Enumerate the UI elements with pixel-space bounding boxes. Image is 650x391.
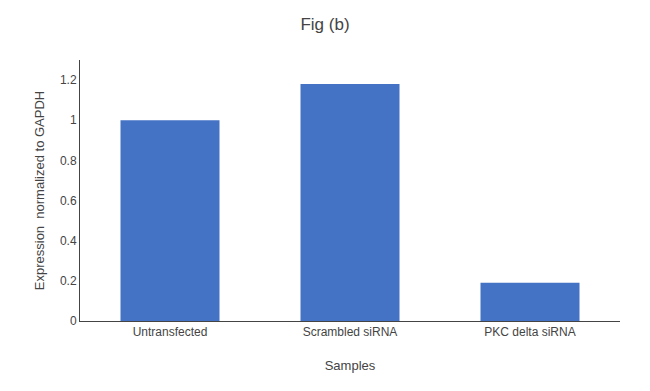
svg-text:PKC delta siRNA: PKC delta siRNA [484, 325, 575, 339]
svg-text:0.6: 0.6 [60, 194, 77, 208]
svg-text:Fig (b): Fig (b) [300, 15, 349, 34]
svg-text:Expression normalized to GAPD: Expression normalized to GAPDH [32, 91, 47, 290]
svg-text:0.8: 0.8 [60, 154, 77, 168]
svg-text:1.2: 1.2 [60, 73, 77, 87]
svg-text:0.2: 0.2 [60, 274, 77, 288]
svg-text:Scrambled siRNA: Scrambled siRNA [303, 325, 398, 339]
svg-text:0.4: 0.4 [60, 234, 77, 248]
svg-text:Samples: Samples [325, 358, 376, 373]
svg-text:1: 1 [70, 113, 77, 127]
svg-text:Untransfected: Untransfected [133, 325, 208, 339]
svg-text:0: 0 [70, 314, 77, 328]
